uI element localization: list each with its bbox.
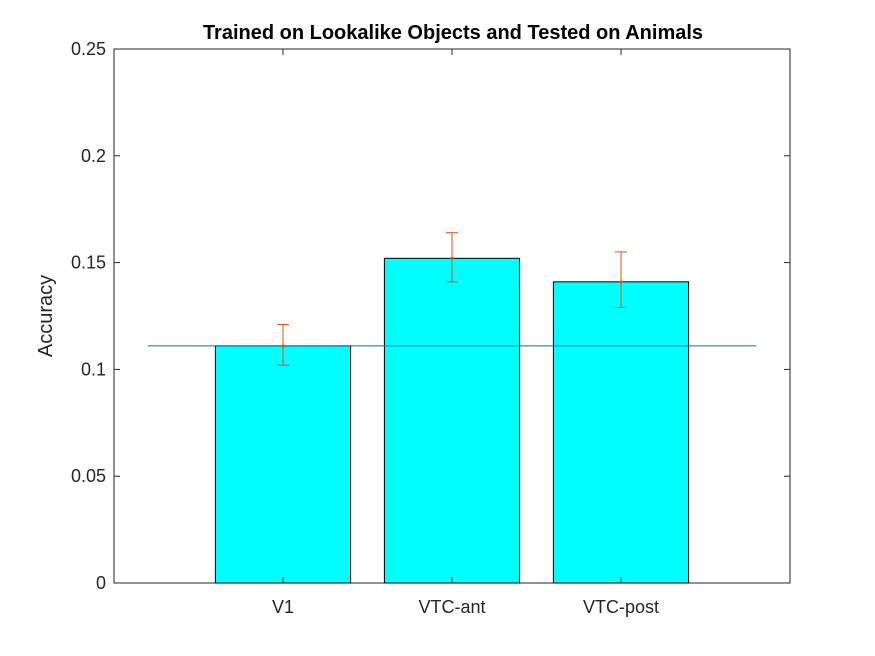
x-tick-label-vtc-ant: VTC-ant xyxy=(418,597,485,617)
error-bar-mean-marker xyxy=(450,256,454,260)
error-bar-mean-marker xyxy=(281,344,285,348)
bar-vtc-ant xyxy=(383,257,521,584)
error-bar-mean-marker xyxy=(619,280,623,284)
y-axis-label: Accuracy xyxy=(35,275,57,357)
error-bar-vtc-ant xyxy=(446,232,458,283)
y-tick-label: 0.2 xyxy=(81,146,106,166)
y-axis-ticks: 0 0.05 0.1 0.15 0.2 0.25 xyxy=(71,39,790,593)
y-tick-label: 0.1 xyxy=(81,359,106,379)
bars xyxy=(214,257,690,584)
y-tick-label: 0.15 xyxy=(71,253,106,273)
bar-v1 xyxy=(214,345,352,584)
x-axis-ticks: V1 VTC-ant VTC-post xyxy=(272,49,659,617)
x-tick-label-vtc-post: VTC-post xyxy=(583,597,659,617)
y-tick-label: 0.05 xyxy=(71,466,106,486)
bar-vtc-post xyxy=(552,281,690,584)
y-tick-label: 0 xyxy=(96,573,106,593)
error-bars xyxy=(277,232,627,366)
y-tick-label: 0.25 xyxy=(71,39,106,59)
x-tick-label-v1: V1 xyxy=(272,597,294,617)
chart-title: Trained on Lookalike Objects and Tested … xyxy=(203,22,703,44)
error-bar-v1 xyxy=(277,324,289,366)
error-bar-vtc-post xyxy=(615,251,627,308)
